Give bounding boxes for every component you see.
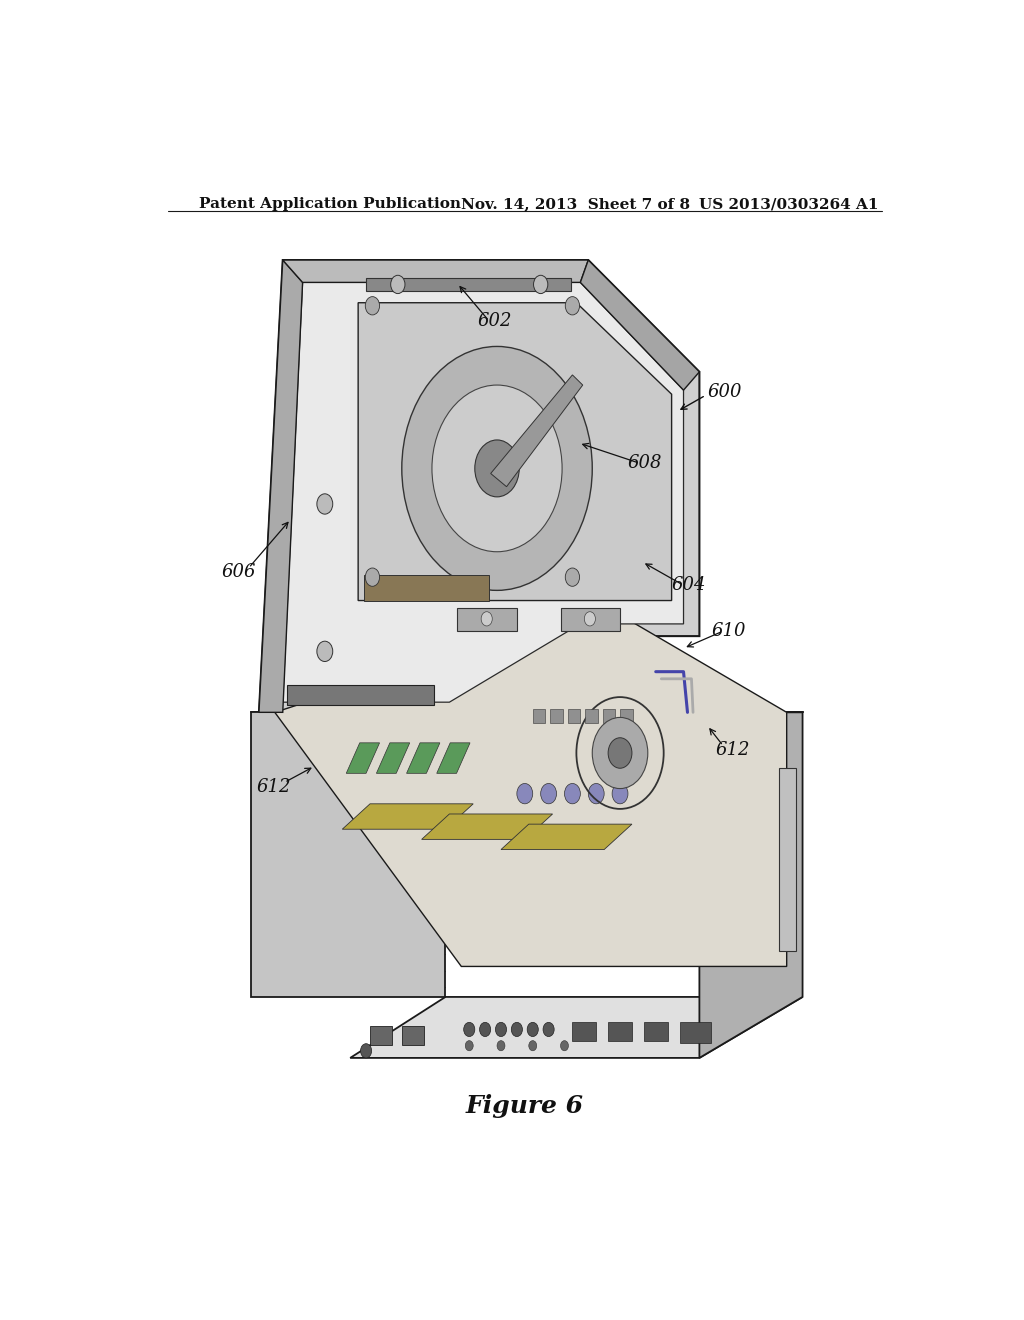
Bar (532, 709, 546, 722)
Circle shape (541, 784, 557, 804)
Circle shape (497, 1040, 505, 1051)
Circle shape (475, 440, 519, 496)
Circle shape (464, 1022, 475, 1036)
Circle shape (401, 346, 592, 590)
Polygon shape (259, 260, 699, 713)
Polygon shape (346, 743, 380, 774)
Polygon shape (407, 743, 440, 774)
Bar (620, 709, 633, 722)
Circle shape (592, 718, 648, 788)
Circle shape (565, 297, 580, 315)
Text: 612: 612 (257, 777, 291, 796)
Polygon shape (581, 260, 699, 391)
Polygon shape (283, 282, 684, 702)
Polygon shape (422, 814, 553, 840)
Circle shape (543, 1022, 554, 1036)
Circle shape (360, 1044, 372, 1057)
Text: 610: 610 (712, 622, 745, 640)
Circle shape (517, 784, 532, 804)
Bar (680, 1022, 712, 1043)
Circle shape (608, 738, 632, 768)
Text: 602: 602 (477, 312, 512, 330)
Circle shape (432, 385, 562, 552)
Bar (585, 709, 598, 722)
Polygon shape (251, 713, 445, 997)
Text: US 2013/0303264 A1: US 2013/0303264 A1 (699, 197, 879, 211)
Polygon shape (274, 606, 786, 966)
Text: 612: 612 (715, 741, 750, 759)
Text: 600: 600 (708, 383, 741, 401)
Text: 604: 604 (672, 577, 707, 594)
Polygon shape (377, 743, 410, 774)
Polygon shape (458, 607, 517, 631)
Text: 606: 606 (221, 564, 256, 581)
Text: Figure 6: Figure 6 (466, 1094, 584, 1118)
Polygon shape (490, 375, 583, 487)
Polygon shape (436, 743, 470, 774)
Bar (608, 1023, 632, 1040)
Bar (550, 709, 563, 722)
Circle shape (316, 494, 333, 515)
Polygon shape (350, 997, 803, 1057)
Polygon shape (501, 824, 632, 850)
Bar (644, 1023, 668, 1040)
Circle shape (496, 1022, 507, 1036)
Circle shape (564, 784, 581, 804)
Text: Nov. 14, 2013  Sheet 7 of 8: Nov. 14, 2013 Sheet 7 of 8 (461, 197, 690, 211)
Bar (401, 1027, 424, 1044)
Circle shape (511, 1022, 522, 1036)
Circle shape (528, 1040, 537, 1051)
Polygon shape (342, 804, 473, 829)
Circle shape (366, 297, 380, 315)
Circle shape (316, 642, 333, 661)
Polygon shape (560, 607, 620, 631)
Circle shape (527, 1022, 539, 1036)
Text: Patent Application Publication: Patent Application Publication (200, 197, 462, 211)
Polygon shape (358, 302, 672, 601)
Polygon shape (699, 713, 803, 1057)
Circle shape (588, 784, 604, 804)
Bar (572, 1023, 596, 1040)
Circle shape (612, 784, 628, 804)
Circle shape (585, 611, 595, 626)
Text: 608: 608 (628, 454, 663, 473)
Circle shape (565, 568, 580, 586)
Bar (602, 709, 615, 722)
Bar (370, 1027, 392, 1044)
Circle shape (465, 1040, 473, 1051)
Polygon shape (367, 279, 570, 290)
Polygon shape (283, 260, 588, 282)
Bar (778, 768, 797, 952)
Bar (567, 709, 581, 722)
Polygon shape (365, 576, 489, 601)
Circle shape (481, 611, 493, 626)
Circle shape (534, 276, 548, 293)
Circle shape (479, 1022, 490, 1036)
Polygon shape (287, 685, 433, 705)
Circle shape (560, 1040, 568, 1051)
Polygon shape (259, 260, 303, 713)
Circle shape (391, 276, 404, 293)
Circle shape (366, 568, 380, 586)
